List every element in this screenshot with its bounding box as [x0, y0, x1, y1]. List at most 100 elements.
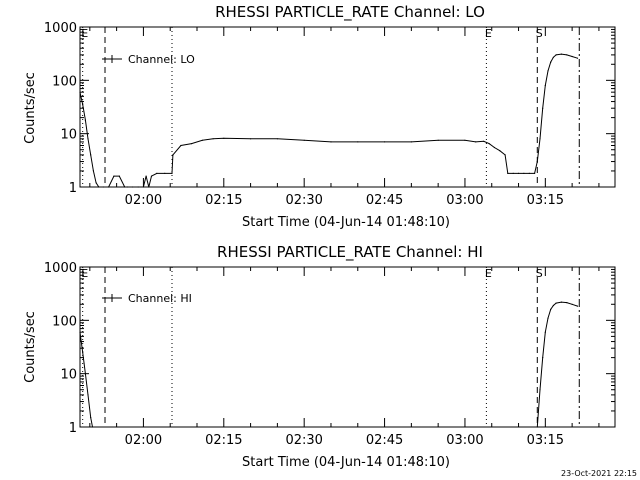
data-point [504, 154, 506, 156]
data-point [82, 351, 84, 353]
data-point [357, 141, 359, 143]
event-marker-label: E [81, 27, 88, 40]
data-point [550, 308, 552, 310]
plot-frame [79, 26, 616, 188]
data-point [84, 119, 86, 121]
data-point [488, 143, 490, 145]
data-point [536, 426, 538, 428]
chart-panel-hi: RHESSI PARTICLE_RATE Channel: HI Start T… [23, 243, 616, 470]
data-point [95, 182, 97, 184]
data-point [437, 139, 439, 141]
chart-panel-lo: RHESSI PARTICLE_RATE Channel: LO Start T… [23, 3, 616, 230]
data-point [148, 186, 150, 188]
data-point [108, 186, 110, 188]
data-point [539, 389, 541, 391]
data-point [132, 186, 134, 188]
data-point [571, 303, 573, 305]
data-point [137, 186, 139, 188]
data-point [303, 139, 305, 141]
data-point [542, 107, 544, 109]
data-series-line [79, 301, 578, 428]
data-point [87, 394, 89, 396]
data-point [126, 186, 128, 188]
y-tick-label: 1 [69, 181, 77, 196]
data-point [552, 304, 555, 307]
event-marker-label: S [536, 27, 543, 40]
data-point [542, 357, 544, 359]
y-tick-label: 1000 [44, 21, 77, 36]
data-point [124, 186, 126, 188]
data-point [330, 141, 332, 143]
data-point [566, 302, 568, 304]
data-point [523, 172, 525, 174]
data-point [550, 61, 552, 63]
data-point [566, 54, 568, 56]
data-point [528, 172, 530, 174]
event-marker-label: E [485, 27, 492, 40]
data-point [547, 70, 549, 72]
data-point [539, 138, 541, 140]
data-point [560, 301, 563, 303]
data-point [544, 84, 546, 87]
data-point [212, 138, 214, 140]
data-point [560, 53, 563, 55]
event-marker-label: E [485, 267, 492, 280]
x-tick-label: 03:15 [527, 433, 564, 448]
data-point [552, 56, 555, 58]
data-point [191, 143, 193, 145]
data-point [499, 150, 501, 152]
x-tick-label: 02:45 [366, 433, 403, 448]
data-point [142, 186, 144, 188]
data-point [493, 146, 495, 149]
x-tick-label: 03:00 [446, 193, 483, 208]
data-point [91, 426, 94, 428]
x-tick-label: 02:15 [205, 433, 242, 448]
legend-label: Channel: HI [128, 292, 192, 305]
data-point [87, 138, 89, 140]
data-point [79, 331, 81, 333]
data-point [113, 175, 115, 177]
data-point [544, 331, 546, 333]
data-point [464, 139, 466, 141]
data-point [164, 172, 166, 174]
data-point [507, 172, 509, 174]
x-tick-label: 02:45 [366, 193, 403, 208]
x-tick-label: 02:30 [285, 193, 322, 208]
x-axis-label: Start Time (04-Jun-14 01:48:10) [242, 215, 450, 230]
plot-frame [79, 266, 616, 428]
data-point [555, 54, 557, 56]
x-axis-label: Start Time (04-Jun-14 01:48:10) [242, 455, 450, 470]
x-tick-label: 02:00 [125, 193, 162, 208]
data-point [118, 175, 120, 177]
x-tick-label: 03:15 [527, 193, 564, 208]
data-point [384, 141, 386, 143]
data-point [92, 170, 94, 172]
data-point [201, 139, 203, 141]
y-tick-label: 1000 [44, 261, 77, 276]
event-marker-label: E [81, 267, 88, 280]
data-point [172, 154, 174, 156]
x-tick-label: 02:15 [205, 193, 242, 208]
data-point [576, 305, 579, 307]
data-point [171, 172, 173, 174]
data-point [555, 302, 557, 304]
data-point [410, 141, 412, 143]
y-tick-label: 100 [52, 314, 77, 329]
x-tick-label: 02:00 [125, 433, 162, 448]
y-tick-label: 100 [52, 74, 77, 89]
data-point [145, 175, 147, 177]
data-point [150, 175, 153, 177]
data-point [576, 57, 579, 59]
data-series-line [79, 53, 578, 188]
x-tick-label: 02:30 [285, 433, 322, 448]
y-axis-label: Counts/sec [23, 311, 38, 383]
data-point [276, 138, 278, 140]
y-axis-label: Counts/sec [23, 72, 38, 144]
x-tick-label: 03:00 [446, 433, 483, 448]
data-point [536, 161, 538, 163]
event-marker-label: S [536, 267, 543, 280]
data-point [180, 144, 182, 147]
data-point [483, 140, 485, 142]
chart-title: RHESSI PARTICLE_RATE Channel: HI [217, 243, 483, 262]
